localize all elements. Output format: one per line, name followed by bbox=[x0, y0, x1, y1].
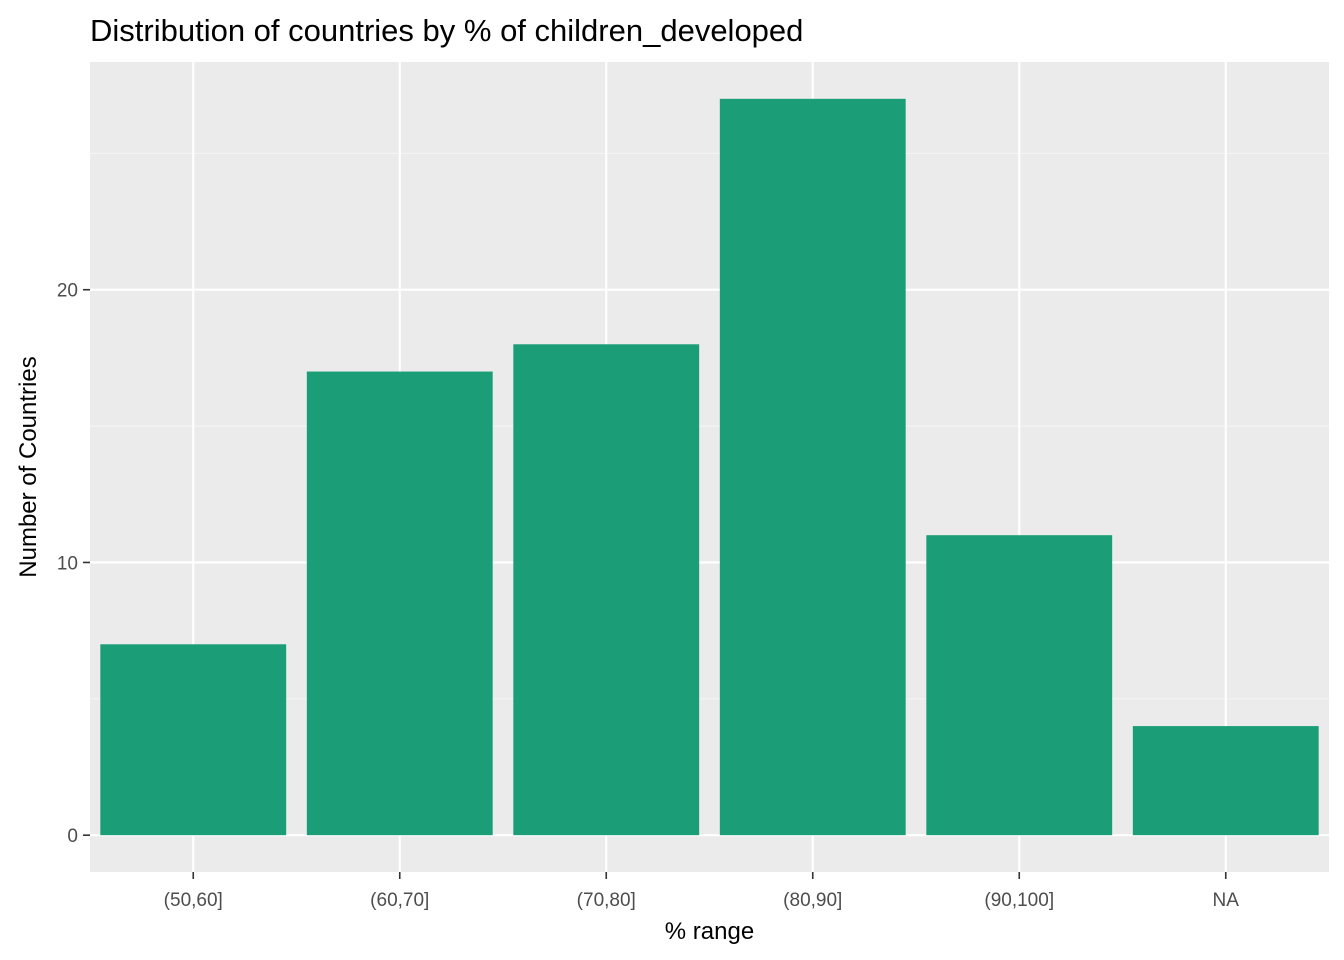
y-tick-label: 20 bbox=[57, 281, 78, 302]
x-tick-label: (60,70] bbox=[370, 890, 429, 911]
y-axis: 0 10 20 bbox=[57, 281, 90, 847]
bar bbox=[306, 371, 493, 836]
x-axis-title: % range bbox=[665, 918, 754, 945]
bar bbox=[100, 644, 287, 836]
y-tick-label: 10 bbox=[57, 553, 78, 574]
x-axis: (50,60] (60,70] (70,80] (80,90] (90,100] NA bbox=[164, 872, 1240, 911]
plot-panel bbox=[90, 62, 1329, 872]
x-tick-label: (90,100] bbox=[984, 890, 1054, 911]
bar bbox=[513, 344, 700, 836]
chart-title: Distribution of countries by % of childr… bbox=[90, 13, 803, 48]
x-tick-label: (50,60] bbox=[164, 890, 223, 911]
x-tick-label: (80,90] bbox=[783, 890, 842, 911]
bar bbox=[719, 98, 906, 836]
y-tick-label: 0 bbox=[67, 826, 78, 847]
y-axis-title: Number of Countries bbox=[15, 356, 42, 577]
bars bbox=[100, 98, 1319, 836]
bar bbox=[926, 535, 1113, 836]
x-tick-label: NA bbox=[1213, 890, 1240, 911]
bar bbox=[1132, 726, 1319, 836]
x-tick-label: (70,80] bbox=[577, 890, 636, 911]
